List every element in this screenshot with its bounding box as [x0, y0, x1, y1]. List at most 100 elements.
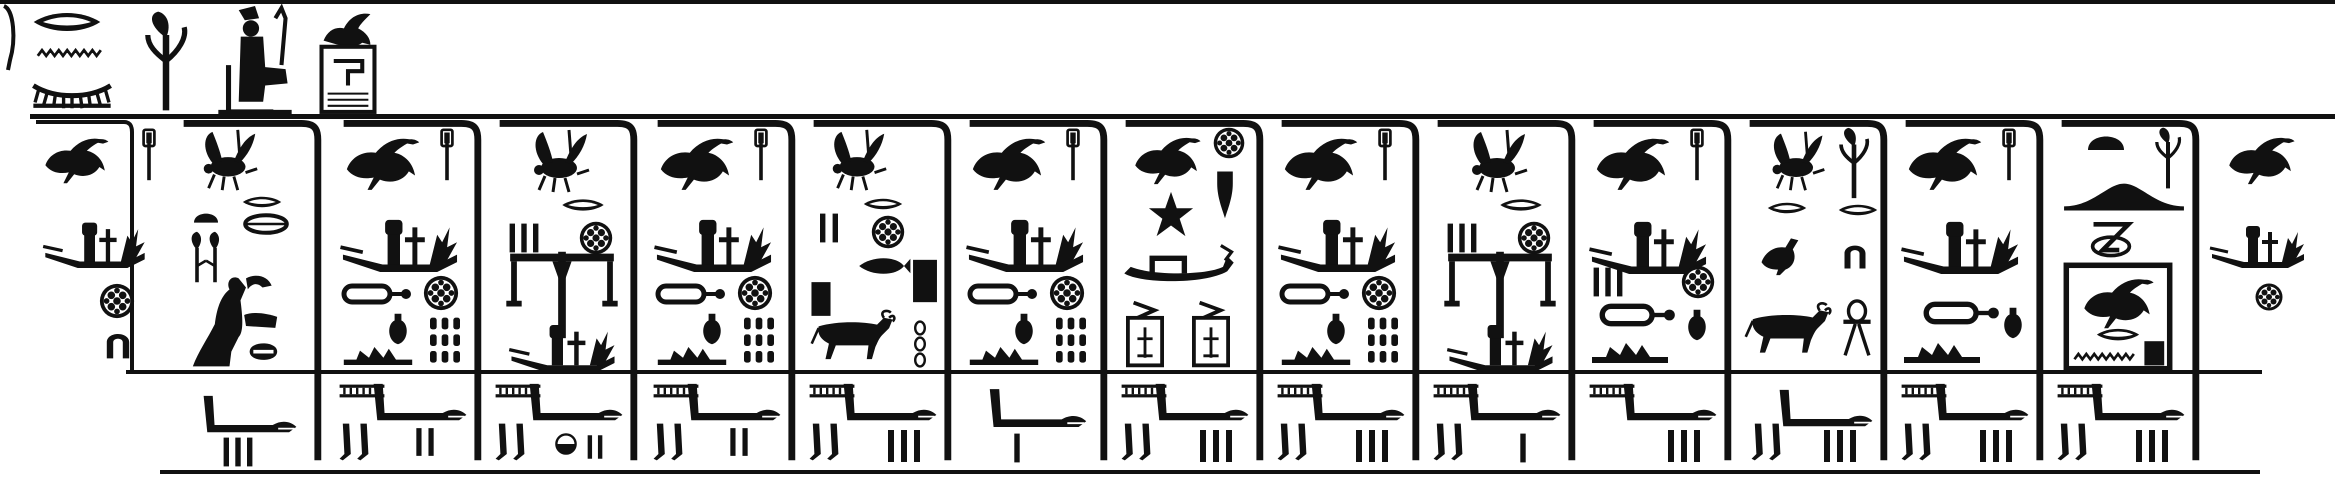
- pot-icon: [737, 275, 773, 311]
- vulture-icon: [1596, 138, 1670, 190]
- arm-icon: [2090, 382, 2186, 422]
- two-strokes-icon: [587, 435, 603, 459]
- staff-icon: [1690, 128, 1704, 182]
- bee-icon: [202, 128, 259, 192]
- bottom-border-line: [160, 470, 2260, 474]
- top-border-line: [0, 0, 2335, 4]
- mouth-icon: [562, 199, 604, 211]
- three-strokes-icon: [2136, 430, 2168, 462]
- three-strokes-icon: [1668, 430, 1700, 462]
- sledge-with-objects-icon: [1587, 220, 1708, 274]
- vulture-icon: [1135, 137, 1201, 185]
- chain-icon: [913, 320, 927, 368]
- grain-strokes-icon: [1015, 313, 1033, 345]
- legs-icon: [809, 423, 839, 461]
- placenta-half-icon: [555, 433, 577, 455]
- cylinder-seal-icon: [970, 286, 1037, 302]
- earth-mound-icon: [430, 317, 460, 363]
- inscription-column-2: [184, 123, 318, 467]
- register-divider-upper: [30, 114, 2335, 119]
- legs-icon: [1277, 423, 1307, 461]
- inscription-column-13: [1899, 123, 2039, 462]
- arch-icon: [106, 334, 130, 359]
- legs-icon: [2057, 423, 2087, 461]
- staff-icon: [142, 128, 156, 182]
- arm-icon: [842, 382, 938, 422]
- cylinder-seal-icon: [1282, 286, 1349, 302]
- sledge-with-objects-icon: [1445, 323, 1555, 372]
- grain-strokes-icon: [703, 313, 721, 345]
- pot-icon: [423, 275, 459, 311]
- two-strokes-icon: [863, 198, 903, 210]
- bird-icon: [1838, 204, 1878, 216]
- register-divider-lower: [126, 370, 2262, 374]
- inscription-column-15: [2208, 137, 2306, 311]
- mouth-icon: [33, 12, 101, 32]
- inscription-column-11: [1587, 123, 1727, 462]
- bull-icon: [810, 309, 896, 361]
- arm-icon: [1310, 382, 1406, 422]
- placenta-disk-icon: [99, 283, 135, 319]
- three-strokes-icon: [223, 437, 253, 467]
- inscription-column-14: [2056, 123, 2196, 462]
- mound-icon: [1281, 347, 1351, 365]
- rectangle-icon: [859, 258, 911, 274]
- sledge-with-objects-icon: [964, 217, 1085, 272]
- sledge-with-objects-icon: [1276, 217, 1397, 272]
- pot-icon: [1049, 275, 1085, 311]
- boat-icon: [1124, 245, 1233, 281]
- placenta-disk-icon: [1681, 265, 1715, 299]
- pot-icon: [1688, 309, 1706, 341]
- arm-icon: [372, 382, 468, 422]
- eye-with-lashes-icon: [33, 86, 110, 109]
- heart-icon: [1217, 171, 1233, 219]
- staff-icon: [754, 128, 768, 182]
- cylinder-seal-icon: [1602, 306, 1675, 323]
- staff-icon: [1378, 128, 1392, 182]
- inscription-column-10: [1432, 123, 1572, 462]
- vulture-on-shrine-icon: [322, 14, 375, 112]
- arm-icon: [1778, 388, 1874, 428]
- inscription-column-3: [338, 123, 478, 461]
- bull-icon: [1761, 238, 1799, 276]
- fish-icon: [871, 215, 905, 249]
- star-icon: [1148, 191, 1194, 237]
- grain-strokes-icon: [1327, 313, 1345, 345]
- sledge-with-objects-icon: [1899, 220, 2020, 274]
- bull-icon: [1744, 301, 1832, 355]
- mound-icon: [343, 347, 413, 365]
- sledge-with-objects-icon: [41, 220, 147, 268]
- vulture-icon: [660, 138, 734, 190]
- left-border-curve: [2, 4, 16, 71]
- sledge-with-objects-icon: [507, 323, 617, 372]
- earth-mound-icon: [1368, 317, 1398, 363]
- three-strokes-icon: [1593, 267, 1623, 297]
- column-frame: [1126, 123, 1260, 460]
- sledge-with-objects-icon: [2208, 224, 2306, 270]
- staff-icon: [440, 128, 454, 182]
- two-strokes-icon: [730, 428, 748, 456]
- bee-icon: [831, 128, 888, 192]
- placenta-disk-icon: [1517, 221, 1551, 255]
- mouth-icon: [1767, 202, 1807, 214]
- two-strokes-icon: [1447, 223, 1477, 253]
- legs-icon: [653, 423, 683, 461]
- grain-strokes-icon: [389, 313, 407, 345]
- column-frame: [1750, 123, 1884, 460]
- inscription-column-9: [1276, 123, 1416, 462]
- legs-icon: [339, 423, 369, 461]
- vulture-icon: [45, 138, 109, 184]
- inscription-column-4: [494, 123, 634, 460]
- mound-icon: [969, 347, 1039, 365]
- two-strokes-icon: [416, 428, 434, 456]
- chain-icon: [811, 282, 831, 316]
- inscription-column-6: [808, 123, 948, 462]
- vulture-in-frame-icon: [2066, 265, 2169, 368]
- three-strokes-icon: [1824, 430, 1856, 462]
- arm-icon: [1622, 382, 1718, 422]
- legs-icon: [1121, 423, 1151, 461]
- inscription-column-7: [964, 123, 1103, 462]
- seated-figure-icon: [245, 215, 287, 233]
- sledge-with-objects-icon: [652, 217, 773, 272]
- bread-icon: [2088, 136, 2124, 150]
